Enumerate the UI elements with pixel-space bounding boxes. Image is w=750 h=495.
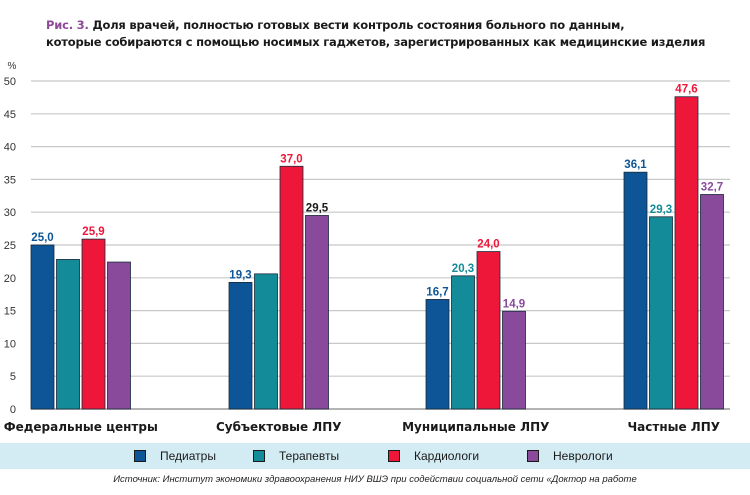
bar: [107, 261, 131, 410]
y-tick-label: 20: [4, 273, 16, 285]
data-label: 14,9: [503, 298, 525, 310]
bar: [56, 259, 80, 410]
bar: [649, 216, 673, 410]
data-label: 19,3: [229, 269, 251, 281]
chart-title: Рис. 3. Доля врачей, полностью готовых в…: [46, 17, 705, 51]
legend-item: Кардиологи: [388, 449, 479, 463]
legend-item: Неврологи: [527, 449, 613, 463]
y-axis-unit: %: [8, 61, 17, 72]
legend-item: Терапевты: [253, 449, 339, 463]
bar: [305, 215, 329, 410]
y-tick-label: 15: [4, 306, 16, 318]
bar: [81, 238, 106, 410]
x-category-label: Федеральные центры: [4, 420, 158, 434]
bar: [623, 171, 648, 410]
bar: [228, 281, 253, 410]
data-label: 29,5: [306, 202, 329, 214]
y-tick-label: 50: [4, 76, 16, 88]
bar: [451, 275, 475, 410]
bar: [502, 310, 526, 410]
legend-label: Неврологи: [553, 449, 613, 463]
data-label: 32,7: [701, 181, 723, 193]
legend-label: Терапевты: [279, 449, 340, 463]
figure-label: Рис. 3.: [46, 18, 89, 32]
bar: [700, 194, 724, 410]
legend-label: Педиатры: [160, 449, 216, 463]
data-label: 24,0: [477, 239, 499, 251]
legend-swatch: [527, 450, 539, 462]
y-tick-label: 30: [4, 207, 16, 219]
data-label: 36,1: [624, 159, 647, 171]
title-line-1: Доля врачей, полностью готовых вести кон…: [92, 18, 625, 32]
data-label: 16,7: [426, 286, 448, 298]
x-category-label: Муниципальные ЛПУ: [402, 420, 549, 434]
legend-label: Кардиологи: [414, 449, 480, 463]
y-tick-label: 10: [4, 338, 16, 350]
data-label: 37,0: [280, 153, 302, 165]
title-line-2: которые собираются с помощью носимых гад…: [46, 35, 706, 49]
x-category-label: Субъектовые ЛПУ: [216, 420, 342, 434]
legend-swatch: [134, 450, 146, 462]
bar-chart: 0 5 10 15 20 25 30 35 40 45 50% 25,0 25,9 Федеральные…: [4, 61, 730, 434]
y-tick-label: 40: [4, 142, 16, 154]
data-label: 47,6: [675, 84, 697, 96]
y-tick-label: 5: [10, 371, 16, 383]
data-label: 25,9: [82, 226, 104, 238]
legend-swatch: [388, 450, 400, 462]
bar: [674, 96, 699, 410]
data-label: 25,0: [31, 232, 53, 244]
y-tick-label: 25: [4, 240, 16, 252]
y-tick-label: 0: [10, 404, 16, 416]
y-tick-label: 45: [4, 109, 16, 121]
bar: [425, 299, 450, 410]
bar: [279, 165, 304, 410]
bar: [476, 251, 501, 410]
bar: [254, 273, 278, 410]
y-tick-label: 35: [4, 174, 16, 186]
legend-item: Педиатры: [134, 449, 216, 463]
bar: [30, 244, 55, 410]
legend-swatch: [253, 450, 265, 462]
legend: Педиатры Терапевты Кардиологи Неврологи: [0, 443, 750, 469]
source-note: Источник: Институт экономики здравоохран…: [113, 474, 637, 485]
data-label: 20,3: [452, 263, 474, 275]
x-category-label: Частные ЛПУ: [627, 420, 720, 434]
data-label: 29,3: [650, 204, 672, 216]
